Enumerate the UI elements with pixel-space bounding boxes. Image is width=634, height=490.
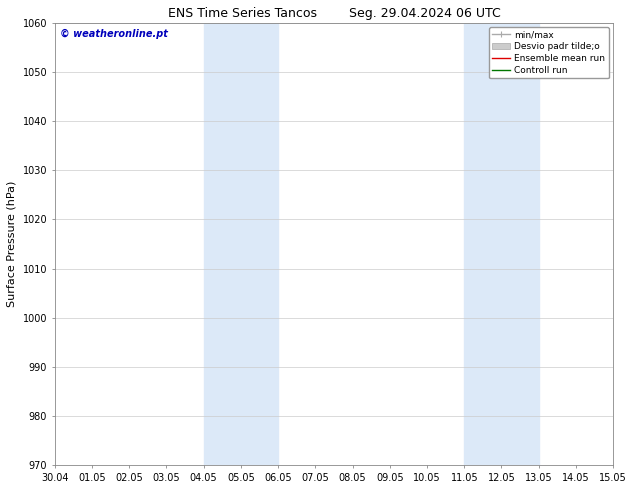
Bar [464,23,539,466]
Legend: min/max, Desvio padr tilde;o, Ensemble mean run, Controll run: min/max, Desvio padr tilde;o, Ensemble m… [489,27,609,78]
Title: ENS Time Series Tancos        Seg. 29.04.2024 06 UTC: ENS Time Series Tancos Seg. 29.04.2024 0… [167,7,500,20]
Text: © weatheronline.pt: © weatheronline.pt [60,29,168,39]
Y-axis label: Surface Pressure (hPa): Surface Pressure (hPa) [7,181,17,307]
Bar [204,23,278,466]
